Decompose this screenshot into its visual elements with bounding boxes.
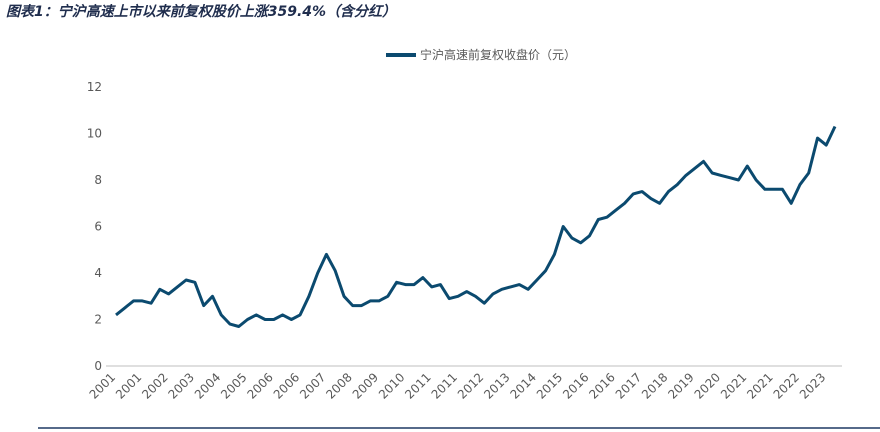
x-tick-label: 2009 — [350, 370, 381, 401]
x-tick-label: 2015 — [534, 370, 565, 401]
legend-label: 宁沪高速前复权收盘价（元） — [420, 47, 576, 62]
y-tick-label: 4 — [94, 266, 102, 280]
x-tick-label: 2017 — [613, 370, 644, 401]
x-tick-label: 2020 — [692, 370, 723, 401]
x-tick-label: 2002 — [139, 370, 170, 401]
x-tick-label: 2019 — [665, 370, 696, 401]
x-tick-label: 2003 — [166, 370, 197, 401]
chart-title: 图表1：宁沪高速上市以来前复权股价上涨359.4%（含分红） — [6, 3, 396, 20]
x-tick-label: 2016 — [586, 370, 617, 401]
x-tick-label: 2001 — [87, 370, 118, 401]
y-tick-label: 2 — [94, 313, 102, 327]
x-tick-label: 2021 — [718, 370, 749, 401]
y-tick-label: 8 — [94, 173, 102, 187]
x-tick-label: 2007 — [297, 370, 328, 401]
y-tick-label: 12 — [87, 80, 102, 94]
x-tick-label: 2016 — [560, 370, 591, 401]
x-tick-label: 2006 — [244, 370, 275, 401]
x-tick-label: 2006 — [271, 370, 302, 401]
x-tick-label: 2010 — [376, 370, 407, 401]
price-line — [115, 125, 837, 328]
x-tick-label: 2013 — [481, 370, 512, 401]
x-tick-label: 2011 — [402, 370, 433, 401]
y-tick-label: 10 — [87, 127, 102, 141]
x-tick-label: 2001 — [113, 370, 144, 401]
x-tick-label: 2012 — [455, 370, 486, 401]
y-tick-label: 0 — [94, 359, 102, 373]
x-tick-label: 2005 — [218, 370, 249, 401]
x-tick-label: 2004 — [192, 370, 223, 401]
x-tick-label: 2018 — [639, 370, 670, 401]
x-tick-label: 2023 — [797, 370, 828, 401]
x-tick-label: 2014 — [507, 370, 538, 401]
x-tick-label: 2011 — [429, 370, 460, 401]
y-tick-label: 6 — [94, 220, 102, 234]
x-tick-label: 2008 — [323, 370, 354, 401]
x-tick-label: 2021 — [744, 370, 775, 401]
x-tick-label: 2022 — [771, 370, 802, 401]
